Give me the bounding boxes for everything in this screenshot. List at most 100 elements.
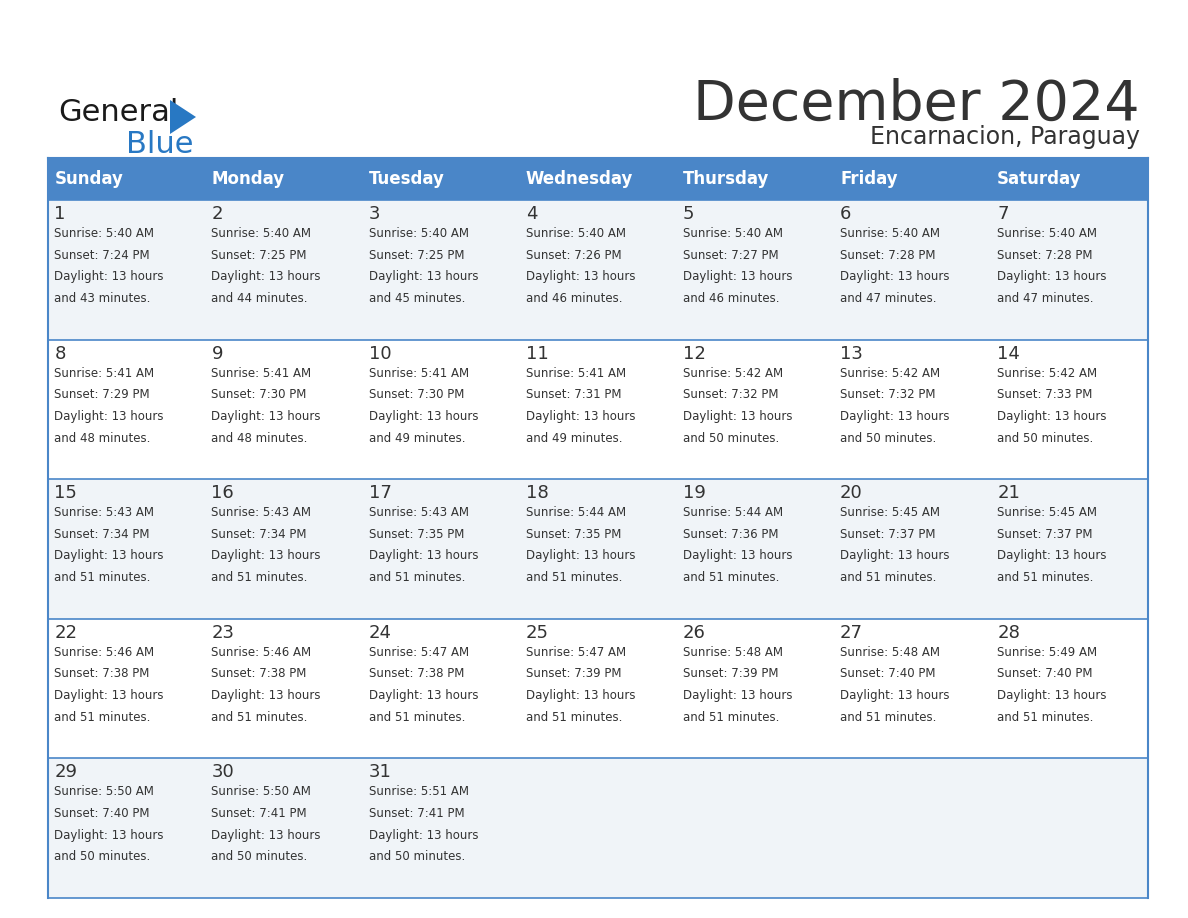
- Text: Daylight: 13 hours: Daylight: 13 hours: [368, 270, 478, 284]
- Text: 26: 26: [683, 624, 706, 642]
- Text: Sunset: 7:35 PM: Sunset: 7:35 PM: [526, 528, 621, 541]
- Text: and 50 minutes.: and 50 minutes.: [840, 431, 936, 444]
- Text: Friday: Friday: [840, 170, 898, 188]
- Text: Sunrise: 5:40 AM: Sunrise: 5:40 AM: [840, 227, 940, 240]
- Text: 15: 15: [55, 484, 77, 502]
- Text: Daylight: 13 hours: Daylight: 13 hours: [211, 270, 321, 284]
- Text: Sunset: 7:29 PM: Sunset: 7:29 PM: [55, 388, 150, 401]
- Text: Daylight: 13 hours: Daylight: 13 hours: [997, 689, 1107, 702]
- Text: Sunrise: 5:44 AM: Sunrise: 5:44 AM: [683, 506, 783, 520]
- Text: Daylight: 13 hours: Daylight: 13 hours: [840, 689, 949, 702]
- Text: Monday: Monday: [211, 170, 285, 188]
- Text: Daylight: 13 hours: Daylight: 13 hours: [683, 270, 792, 284]
- Text: and 50 minutes.: and 50 minutes.: [683, 431, 779, 444]
- Text: Daylight: 13 hours: Daylight: 13 hours: [211, 550, 321, 563]
- Text: Sunrise: 5:41 AM: Sunrise: 5:41 AM: [368, 366, 469, 380]
- Bar: [48, 619, 1148, 758]
- Text: Sunrise: 5:47 AM: Sunrise: 5:47 AM: [368, 645, 469, 659]
- Text: and 45 minutes.: and 45 minutes.: [368, 292, 465, 305]
- Text: and 51 minutes.: and 51 minutes.: [840, 571, 936, 584]
- Text: Daylight: 13 hours: Daylight: 13 hours: [368, 409, 478, 423]
- Text: and 51 minutes.: and 51 minutes.: [997, 571, 1093, 584]
- Text: Daylight: 13 hours: Daylight: 13 hours: [526, 550, 636, 563]
- Text: Daylight: 13 hours: Daylight: 13 hours: [683, 550, 792, 563]
- Text: General: General: [58, 98, 178, 127]
- Text: and 48 minutes.: and 48 minutes.: [55, 431, 151, 444]
- Text: 25: 25: [526, 624, 549, 642]
- Text: and 51 minutes.: and 51 minutes.: [683, 711, 779, 723]
- Text: and 51 minutes.: and 51 minutes.: [368, 571, 465, 584]
- Text: Sunset: 7:28 PM: Sunset: 7:28 PM: [840, 249, 935, 262]
- Text: Daylight: 13 hours: Daylight: 13 hours: [55, 689, 164, 702]
- Text: and 51 minutes.: and 51 minutes.: [840, 711, 936, 723]
- Text: 23: 23: [211, 624, 234, 642]
- Text: Thursday: Thursday: [683, 170, 770, 188]
- Text: Sunrise: 5:40 AM: Sunrise: 5:40 AM: [55, 227, 154, 240]
- Text: 27: 27: [840, 624, 862, 642]
- Text: Sunday: Sunday: [55, 170, 124, 188]
- Text: Sunset: 7:31 PM: Sunset: 7:31 PM: [526, 388, 621, 401]
- Text: 10: 10: [368, 344, 391, 363]
- Text: Sunset: 7:33 PM: Sunset: 7:33 PM: [997, 388, 1093, 401]
- Text: Sunrise: 5:42 AM: Sunrise: 5:42 AM: [997, 366, 1098, 380]
- Text: and 50 minutes.: and 50 minutes.: [997, 431, 1093, 444]
- Text: and 51 minutes.: and 51 minutes.: [368, 711, 465, 723]
- Bar: [48, 758, 1148, 898]
- Text: Sunset: 7:36 PM: Sunset: 7:36 PM: [683, 528, 778, 541]
- Text: 22: 22: [55, 624, 77, 642]
- Text: 17: 17: [368, 484, 392, 502]
- Text: Sunrise: 5:40 AM: Sunrise: 5:40 AM: [211, 227, 311, 240]
- Text: 24: 24: [368, 624, 392, 642]
- Text: 19: 19: [683, 484, 706, 502]
- Text: Daylight: 13 hours: Daylight: 13 hours: [368, 550, 478, 563]
- Text: Wednesday: Wednesday: [526, 170, 633, 188]
- Text: 5: 5: [683, 205, 694, 223]
- Text: Sunset: 7:37 PM: Sunset: 7:37 PM: [840, 528, 935, 541]
- Text: Daylight: 13 hours: Daylight: 13 hours: [55, 829, 164, 842]
- Text: and 50 minutes.: and 50 minutes.: [211, 850, 308, 863]
- Text: 18: 18: [526, 484, 549, 502]
- Text: 12: 12: [683, 344, 706, 363]
- Text: Sunset: 7:32 PM: Sunset: 7:32 PM: [683, 388, 778, 401]
- Text: and 51 minutes.: and 51 minutes.: [211, 711, 308, 723]
- Text: and 46 minutes.: and 46 minutes.: [683, 292, 779, 305]
- Text: Sunrise: 5:51 AM: Sunrise: 5:51 AM: [368, 786, 468, 799]
- Text: Sunset: 7:26 PM: Sunset: 7:26 PM: [526, 249, 621, 262]
- Text: Daylight: 13 hours: Daylight: 13 hours: [368, 829, 478, 842]
- Text: Sunrise: 5:41 AM: Sunrise: 5:41 AM: [526, 366, 626, 380]
- Text: Sunset: 7:37 PM: Sunset: 7:37 PM: [997, 528, 1093, 541]
- Text: 20: 20: [840, 484, 862, 502]
- Text: Daylight: 13 hours: Daylight: 13 hours: [55, 270, 164, 284]
- Text: and 46 minutes.: and 46 minutes.: [526, 292, 623, 305]
- Text: 30: 30: [211, 764, 234, 781]
- Text: 8: 8: [55, 344, 65, 363]
- Text: Sunrise: 5:40 AM: Sunrise: 5:40 AM: [997, 227, 1098, 240]
- Text: 11: 11: [526, 344, 549, 363]
- Text: Sunrise: 5:48 AM: Sunrise: 5:48 AM: [840, 645, 940, 659]
- Text: Sunset: 7:27 PM: Sunset: 7:27 PM: [683, 249, 778, 262]
- Text: Daylight: 13 hours: Daylight: 13 hours: [368, 689, 478, 702]
- Text: Daylight: 13 hours: Daylight: 13 hours: [683, 689, 792, 702]
- Text: Sunset: 7:38 PM: Sunset: 7:38 PM: [55, 667, 150, 680]
- Text: and 43 minutes.: and 43 minutes.: [55, 292, 151, 305]
- Text: Daylight: 13 hours: Daylight: 13 hours: [997, 550, 1107, 563]
- Text: 31: 31: [368, 764, 392, 781]
- Text: Sunset: 7:38 PM: Sunset: 7:38 PM: [211, 667, 307, 680]
- Text: and 47 minutes.: and 47 minutes.: [997, 292, 1094, 305]
- Text: and 51 minutes.: and 51 minutes.: [211, 571, 308, 584]
- Text: and 51 minutes.: and 51 minutes.: [55, 711, 151, 723]
- Text: and 51 minutes.: and 51 minutes.: [997, 711, 1093, 723]
- Text: Sunrise: 5:43 AM: Sunrise: 5:43 AM: [211, 506, 311, 520]
- Text: Sunset: 7:30 PM: Sunset: 7:30 PM: [368, 388, 465, 401]
- Text: Sunset: 7:34 PM: Sunset: 7:34 PM: [55, 528, 150, 541]
- Text: Daylight: 13 hours: Daylight: 13 hours: [55, 550, 164, 563]
- Text: Sunrise: 5:42 AM: Sunrise: 5:42 AM: [683, 366, 783, 380]
- Text: Sunrise: 5:41 AM: Sunrise: 5:41 AM: [55, 366, 154, 380]
- Text: Sunrise: 5:45 AM: Sunrise: 5:45 AM: [840, 506, 940, 520]
- Text: Sunset: 7:40 PM: Sunset: 7:40 PM: [55, 807, 150, 820]
- Text: Daylight: 13 hours: Daylight: 13 hours: [526, 689, 636, 702]
- Text: 2: 2: [211, 205, 223, 223]
- Text: Sunrise: 5:45 AM: Sunrise: 5:45 AM: [997, 506, 1098, 520]
- Text: Sunrise: 5:48 AM: Sunrise: 5:48 AM: [683, 645, 783, 659]
- Text: 9: 9: [211, 344, 223, 363]
